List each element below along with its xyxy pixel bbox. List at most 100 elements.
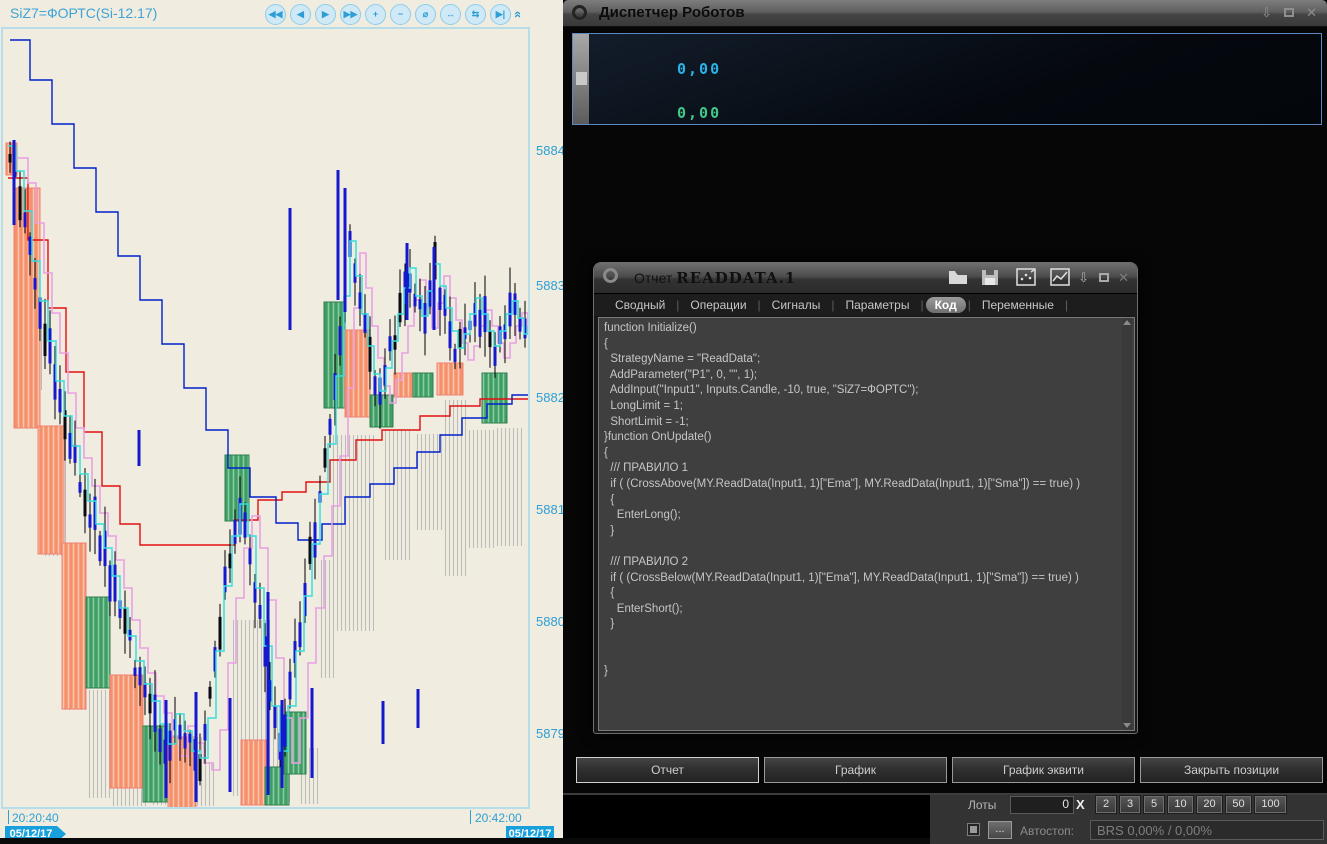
tab-сводный[interactable]: Сводный (615, 298, 666, 312)
code-line: AddParameter("P1", 0, "", 1); (604, 368, 758, 381)
zoom-out-icon[interactable]: − (390, 3, 411, 25)
code-editor[interactable]: function Initialize() { StrategyName = "R… (598, 317, 1135, 731)
time-axis-left: 20:20:40 (12, 811, 59, 825)
code-line (604, 648, 1120, 664)
robot-value-bottom: 0,00 (677, 104, 722, 122)
report-strategy-name: READDATA.1 (676, 269, 797, 287)
code-line: function Initialize() (604, 322, 697, 334)
tab-операции[interactable]: Операции (690, 298, 747, 312)
chart-plot-area[interactable] (1, 27, 530, 809)
tab-separator: | (967, 298, 971, 312)
report-tabs: Сводный | Операции | Сигналы | Параметры | Код | П… (594, 294, 1137, 316)
code-line: } (604, 665, 608, 678)
code-line: { (604, 446, 608, 459)
scroll-end-icon[interactable]: ▶▶ (340, 3, 361, 25)
code-line: if ( (CrossBelow(MY.ReadData(Input1, 1)[… (604, 571, 1079, 584)
report-title: Отчет READDATA.1 (634, 269, 796, 287)
code-line: EnterLong(); (604, 509, 681, 522)
dispatcher-button-2[interactable]: График (764, 757, 947, 783)
window-icon (572, 5, 587, 20)
scroll-up-icon[interactable] (1123, 320, 1131, 325)
dispatcher-title: Диспетчер Роботов (599, 4, 745, 21)
code-line: ShortLimit = -1; (604, 415, 689, 428)
code-line (604, 539, 1120, 555)
lot-button-3[interactable]: 3 (1120, 796, 1140, 813)
scroll-left-icon[interactable]: ◀ (290, 3, 311, 25)
dispatcher-button-3[interactable]: График эквити (952, 757, 1135, 783)
price-chart (5, 39, 528, 807)
autostop-label: Автостоп: (1020, 824, 1075, 838)
code-line: AddInput("Input1", Inputs.Candle, -10, t… (604, 384, 919, 397)
code-line: /// ПРАВИЛО 2 (604, 555, 689, 568)
zoom-in-icon[interactable]: + (365, 3, 386, 25)
lot-button-5[interactable]: 5 (1144, 796, 1164, 813)
report-title-prefix: Отчет (634, 270, 673, 286)
chart-panel: SiZ7=ФОРТС(Si-12.17) ◀◀ ◀ ▶ ▶▶ + − ⌀ ↔ ⇆ ▶| « 5884… (0, 0, 565, 844)
autostop-checkbox[interactable] (967, 823, 980, 836)
chart-toolbar: ◀◀ ◀ ▶ ▶▶ + − ⌀ ↔ ⇆ ▶| « (265, 3, 526, 25)
zoom-window-icon[interactable]: ⌀ (415, 3, 436, 25)
time-axis-tick-left (8, 810, 9, 824)
price-axis-label: 5883 (536, 278, 565, 293)
robot-row-handle[interactable] (573, 34, 589, 124)
tab-код[interactable]: Код (925, 297, 966, 313)
lot-button-50[interactable]: 50 (1226, 796, 1251, 813)
code-line: if ( (CrossAbove(MY.ReadData(Input1, 1)[… (604, 477, 1081, 490)
lots-label: Лоты (968, 798, 997, 812)
autostop-input[interactable]: BRS 0,00% / 0,00% (1090, 820, 1324, 840)
optimization-chart-icon[interactable] (1015, 267, 1037, 287)
code-scrollbar[interactable] (1122, 318, 1132, 730)
pin-icon[interactable]: ⇩ (1261, 5, 1272, 20)
restore-icon[interactable] (1099, 273, 1109, 282)
close-icon[interactable]: ✕ (1306, 5, 1317, 20)
time-axis-tick-right (470, 810, 471, 824)
lot-button-20[interactable]: 20 (1197, 796, 1222, 813)
report-titlebar[interactable]: Отчет READDATA.1 ⇩ ✕ (594, 263, 1137, 294)
tab-переменные[interactable]: Переменные (981, 298, 1054, 312)
lot-button-100[interactable]: 100 (1255, 796, 1286, 813)
code-line: LongLimit = 1; (604, 399, 683, 412)
tab-separator: | (757, 298, 761, 312)
autostop-settings-button[interactable]: ... (988, 821, 1012, 839)
date-badge-left-arrow (57, 826, 66, 842)
collapse-toolbar-icon[interactable]: « (511, 10, 527, 18)
lots-input[interactable]: 0 (1010, 796, 1074, 814)
scroll-right-icon[interactable]: ▶ (315, 3, 336, 25)
code-line: } (604, 524, 615, 537)
restore-icon[interactable] (1284, 8, 1294, 17)
code-line (604, 633, 1120, 649)
save-icon[interactable] (979, 267, 1001, 287)
tab-separator: | (676, 298, 680, 312)
equity-chart-icon[interactable] (1049, 267, 1071, 287)
tab-separator: | (1064, 298, 1069, 312)
report-window: Отчет READDATA.1 ⇩ ✕ (593, 262, 1138, 734)
code-line: { (604, 337, 608, 350)
scroll-down-icon[interactable] (1123, 723, 1131, 728)
code-line: { (604, 493, 615, 506)
tab-separator: | (831, 298, 835, 312)
lot-button-2[interactable]: 2 (1096, 796, 1116, 813)
dispatcher-titlebar[interactable]: Диспетчер Роботов ⇩ ✕ (563, 0, 1327, 27)
go-last-icon[interactable]: ▶| (490, 3, 511, 25)
price-axis-label: 5880 (536, 614, 565, 629)
fit-width-icon[interactable]: ↔ (440, 3, 461, 25)
robot-row[interactable]: 0,00 0,00 (572, 33, 1322, 125)
multiplier-label: X (1076, 797, 1085, 812)
scroll-start-icon[interactable]: ◀◀ (265, 3, 286, 25)
chart-symbol-title: SiZ7=ФОРТС(Si-12.17) (10, 5, 158, 21)
fit-scale-icon[interactable]: ⇆ (465, 3, 486, 25)
code-line: StrategyName = "ReadData"; (604, 353, 761, 366)
tab-сигналы[interactable]: Сигналы (771, 298, 821, 312)
close-icon[interactable]: ✕ (1118, 270, 1129, 285)
dispatcher-button-1[interactable]: Отчет (576, 757, 759, 783)
code-line: EnterShort(); (604, 602, 683, 615)
lot-button-10[interactable]: 10 (1168, 796, 1193, 813)
open-folder-icon[interactable] (947, 267, 969, 287)
code-line: /// ПРАВИЛО 1 (604, 462, 689, 475)
robot-checkbox[interactable] (576, 72, 587, 85)
tab-параметры[interactable]: Параметры (845, 298, 910, 312)
dispatcher-button-4[interactable]: Закрыть позиции (1140, 757, 1323, 783)
price-axis-label: 5882 (536, 390, 565, 405)
pin-icon[interactable]: ⇩ (1078, 270, 1089, 285)
